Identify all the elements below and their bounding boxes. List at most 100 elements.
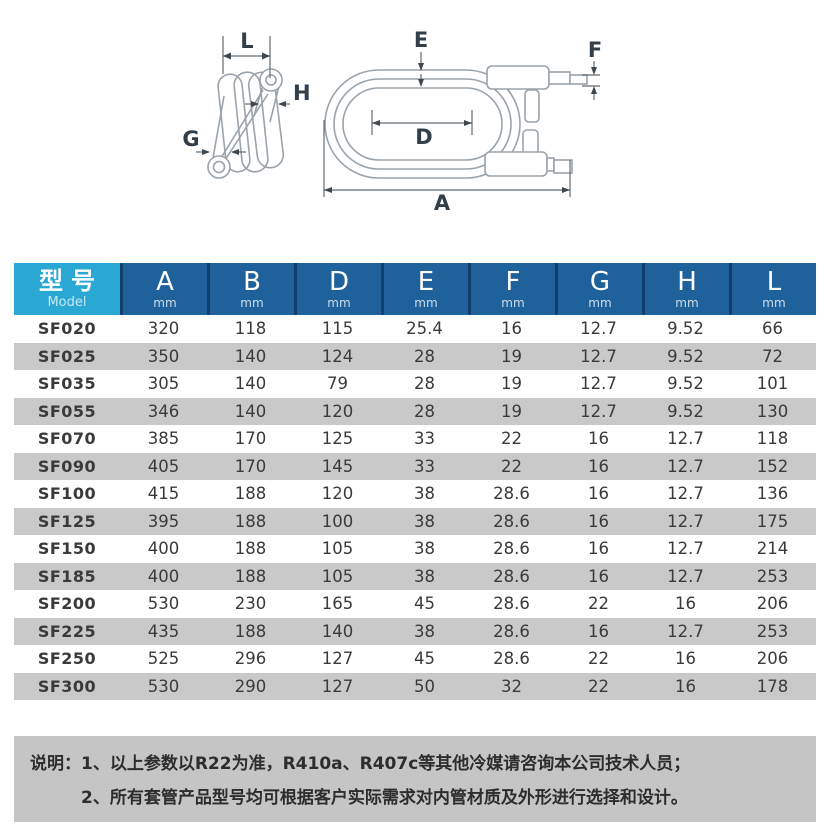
column-unit: mm: [675, 295, 699, 310]
value-cell: 127: [321, 649, 354, 669]
value-cell: 206: [756, 594, 789, 614]
value-cell: 38: [414, 484, 435, 504]
table-row: SF070 385 170 125 33 22 16 12.7 118: [14, 425, 816, 453]
model-cell: SF020: [37, 319, 97, 339]
model-header-title: 型号: [39, 267, 103, 296]
value-cell: 33: [414, 456, 435, 476]
dim-label-f: F: [588, 38, 602, 62]
value-cell: 115: [321, 319, 354, 339]
value-cell: 38: [414, 539, 435, 559]
value-cell: 12.7: [667, 621, 704, 641]
value-cell: 140: [234, 346, 267, 366]
value-cell: 100: [321, 511, 354, 531]
model-cell: SF125: [37, 511, 97, 531]
value-cell: 415: [147, 484, 180, 504]
model-cell: SF100: [37, 484, 97, 504]
value-cell: 253: [756, 566, 789, 586]
value-cell: 45: [414, 594, 435, 614]
table-row: SF200 530 230 165 45 28.6 22 16 206: [14, 590, 816, 618]
value-cell: 188: [234, 621, 267, 641]
column-letter: G: [589, 266, 611, 297]
value-cell: 206: [756, 649, 789, 669]
value-cell: 165: [321, 594, 354, 614]
value-cell: 16: [675, 594, 696, 614]
value-cell: 28: [414, 401, 435, 421]
coil-front-outline: [324, 65, 588, 179]
value-cell: 16: [588, 566, 609, 586]
table-row: SF090 405 170 145 33 22 16 12.7 152: [14, 452, 816, 480]
table-row: SF055 346 140 120 28 19 12.7 9.52 130: [14, 397, 816, 425]
value-cell: 124: [321, 346, 354, 366]
value-cell: 435: [147, 621, 180, 641]
column-unit: mm: [588, 295, 612, 310]
value-cell: 178: [756, 676, 789, 696]
model-cell: SF035: [37, 374, 97, 394]
value-cell: 16: [675, 649, 696, 669]
value-cell: 296: [234, 649, 267, 669]
value-cell: 22: [588, 649, 609, 669]
value-cell: 28.6: [493, 649, 530, 669]
notes-lines: 1、以上参数以R22为准，R410a、R407c等其他冷媒请咨询本公司技术人员；…: [81, 747, 690, 815]
table-row: SF100 415 188 120 38 28.6 16 12.7 136: [14, 480, 816, 508]
value-cell: 16: [588, 429, 609, 449]
value-cell: 170: [234, 429, 267, 449]
value-cell: 16: [588, 484, 609, 504]
value-cell: 170: [234, 456, 267, 476]
side-view-diagram: L H G: [182, 29, 311, 179]
value-cell: 290: [234, 676, 267, 696]
side-view-arrowheads: [202, 52, 286, 155]
value-cell: 33: [414, 429, 435, 449]
value-cell: 28: [414, 346, 435, 366]
value-cell: 66: [762, 319, 783, 339]
value-cell: 16: [501, 319, 522, 339]
model-cell: SF225: [37, 621, 97, 641]
table-row: SF125 395 188 100 38 28.6 16 12.7 175: [14, 507, 816, 535]
value-cell: 12.7: [667, 539, 704, 559]
model-cell: SF150: [37, 539, 97, 559]
column-unit: mm: [240, 295, 264, 310]
value-cell: 140: [234, 401, 267, 421]
column-letter: D: [328, 266, 350, 297]
value-cell: 12.7: [580, 401, 617, 421]
value-cell: 16: [588, 456, 609, 476]
value-cell: 22: [501, 429, 522, 449]
value-cell: 16: [588, 539, 609, 559]
value-cell: 188: [234, 539, 267, 559]
value-cell: 530: [147, 594, 180, 614]
value-cell: 9.52: [667, 401, 704, 421]
value-cell: 22: [501, 456, 522, 476]
value-cell: 9.52: [667, 346, 704, 366]
value-cell: 38: [414, 511, 435, 531]
table-row: SF025 350 140 124 28 19 12.7 9.52 72: [14, 342, 816, 370]
value-cell: 79: [327, 374, 348, 394]
value-cell: 118: [234, 319, 267, 339]
column-letter: A: [156, 266, 174, 297]
model-cell: SF055: [37, 401, 97, 421]
note-line: 2、所有套管产品型号均可根据客户实际需求对内管材质及外形进行选择和设计。: [81, 788, 688, 808]
value-cell: 28.6: [493, 621, 530, 641]
value-cell: 400: [147, 539, 180, 559]
value-cell: 22: [588, 676, 609, 696]
column-unit: mm: [414, 295, 438, 310]
table-row: SF300 530 290 127 50 32 22 16 178: [14, 672, 816, 700]
value-cell: 405: [147, 456, 180, 476]
column-letter: E: [417, 266, 435, 297]
table-row: SF150 400 188 105 38 28.6 16 12.7 214: [14, 535, 816, 563]
value-cell: 152: [756, 456, 789, 476]
value-cell: 28.6: [493, 484, 530, 504]
table-row: SF250 525 296 127 45 28.6 22 16 206: [14, 645, 816, 673]
value-cell: 16: [588, 621, 609, 641]
notes-box: 说明： 1、以上参数以R22为准，R410a、R407c等其他冷媒请咨询本公司技…: [14, 736, 816, 822]
value-cell: 12.7: [580, 374, 617, 394]
value-cell: 19: [501, 401, 522, 421]
value-cell: 320: [147, 319, 180, 339]
model-cell: SF090: [37, 456, 97, 476]
value-cell: 188: [234, 566, 267, 586]
value-cell: 400: [147, 566, 180, 586]
front-view-dimension-lines: [323, 52, 600, 197]
value-cell: 28.6: [493, 566, 530, 586]
